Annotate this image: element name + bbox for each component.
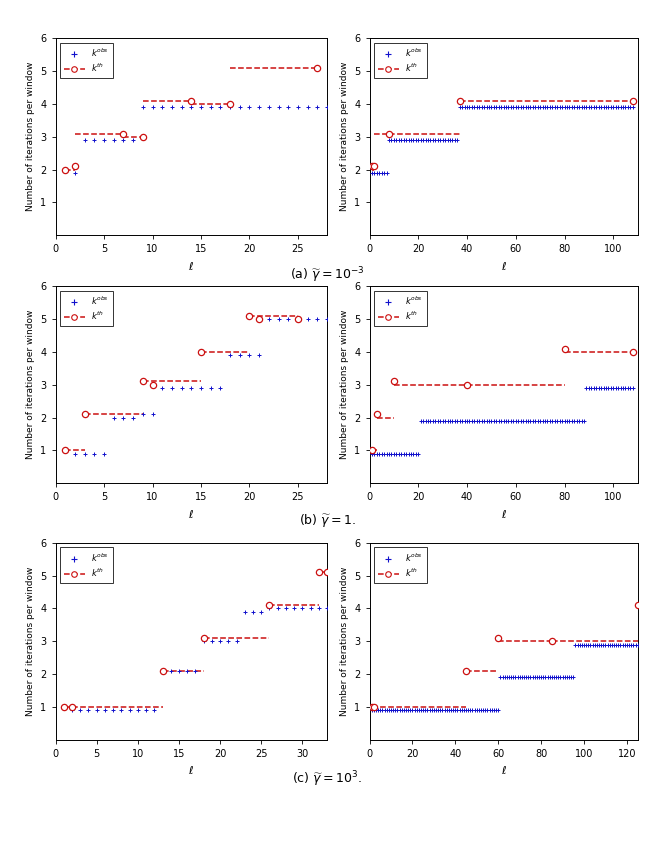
Text: (a) $\widetilde{\gamma} = 10^{-3}$: (a) $\widetilde{\gamma} = 10^{-3}$ bbox=[290, 265, 364, 285]
Text: (c) $\widetilde{\gamma} = 10^{3}.$: (c) $\widetilde{\gamma} = 10^{3}.$ bbox=[292, 770, 362, 789]
X-axis label: $\ell$: $\ell$ bbox=[188, 508, 194, 520]
Legend: $k^{obs}$, $k^{th}$: $k^{obs}$, $k^{th}$ bbox=[373, 43, 427, 79]
X-axis label: $\ell$: $\ell$ bbox=[500, 260, 507, 272]
X-axis label: $\ell$: $\ell$ bbox=[500, 508, 507, 520]
Y-axis label: Number of iterations per window: Number of iterations per window bbox=[26, 567, 35, 716]
Legend: $k^{obs}$, $k^{th}$: $k^{obs}$, $k^{th}$ bbox=[60, 43, 113, 79]
Legend: $k^{obs}$, $k^{th}$: $k^{obs}$, $k^{th}$ bbox=[373, 547, 427, 583]
Y-axis label: Number of iterations per window: Number of iterations per window bbox=[339, 310, 349, 459]
Y-axis label: Number of iterations per window: Number of iterations per window bbox=[26, 62, 35, 211]
Y-axis label: Number of iterations per window: Number of iterations per window bbox=[26, 310, 35, 459]
X-axis label: $\ell$: $\ell$ bbox=[188, 260, 194, 272]
X-axis label: $\ell$: $\ell$ bbox=[188, 764, 194, 776]
Text: (b) $\widetilde{\gamma} = 1.$: (b) $\widetilde{\gamma} = 1.$ bbox=[298, 513, 356, 530]
Legend: $k^{obs}$, $k^{th}$: $k^{obs}$, $k^{th}$ bbox=[373, 291, 427, 327]
Y-axis label: Number of iterations per window: Number of iterations per window bbox=[339, 62, 349, 211]
Legend: $k^{obs}$, $k^{th}$: $k^{obs}$, $k^{th}$ bbox=[60, 291, 113, 327]
Y-axis label: Number of iterations per window: Number of iterations per window bbox=[339, 567, 349, 716]
Legend: $k^{obs}$, $k^{th}$: $k^{obs}$, $k^{th}$ bbox=[60, 547, 113, 583]
X-axis label: $\ell$: $\ell$ bbox=[500, 764, 507, 776]
